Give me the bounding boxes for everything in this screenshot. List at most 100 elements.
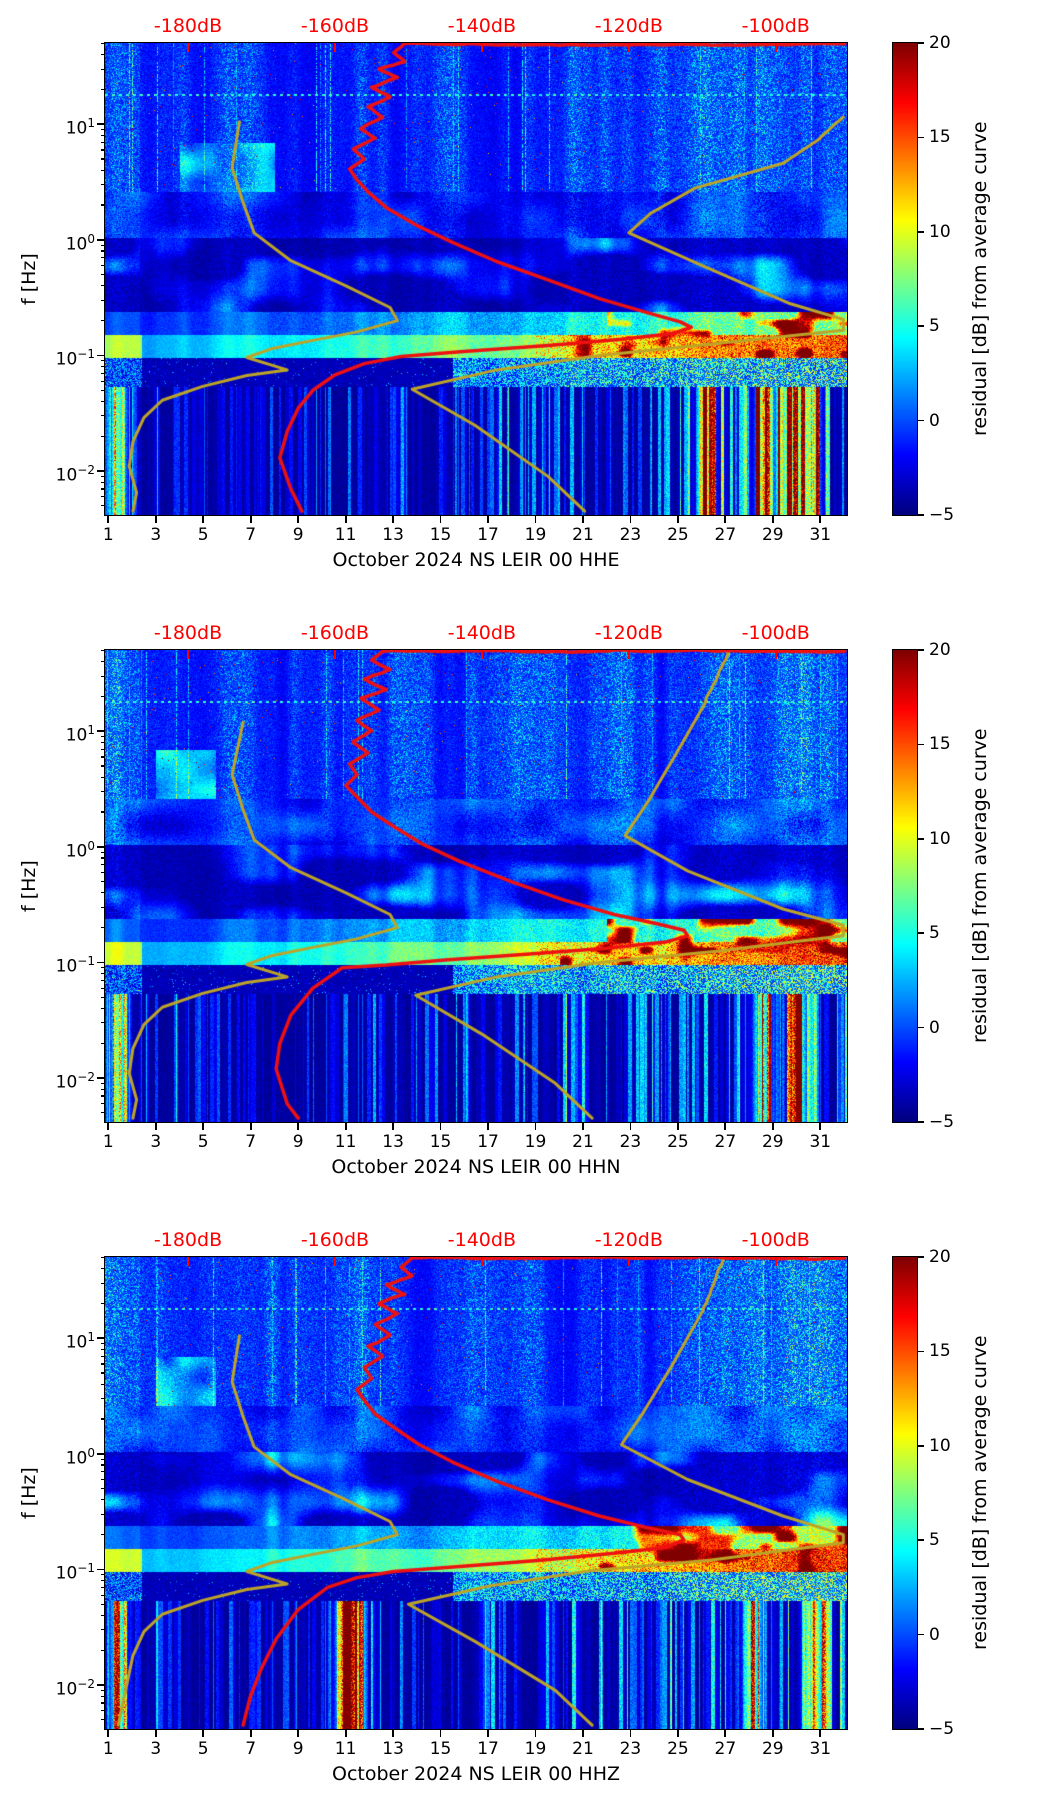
x-tick [582, 1729, 584, 1737]
y-tick-label-base: 10 [55, 957, 78, 978]
x-tick [676, 1122, 679, 1130]
y-tick-label: 10−2 [45, 1674, 95, 1700]
colorbar-tick-label: 15 [929, 127, 951, 148]
y-minor-tick [100, 1464, 105, 1466]
x-tick [629, 1729, 632, 1737]
x-tick-label: 3 [150, 1132, 162, 1152]
x-tick [582, 1122, 584, 1130]
colorbar-canvas [893, 1257, 917, 1729]
y-major-tick [97, 1337, 105, 1340]
y-minor-tick [100, 505, 105, 507]
y-minor-tick [100, 1534, 105, 1536]
y-minor-tick [100, 244, 105, 246]
y-tick-label: 10−2 [45, 1067, 95, 1093]
top-db-tick [333, 650, 337, 659]
y-major-tick [97, 961, 105, 964]
y-minor-tick [100, 1007, 105, 1010]
top-db-label: -160dB [300, 622, 370, 644]
x-tick [202, 515, 205, 523]
colorbar-tick-label: 10 [929, 1435, 951, 1456]
y-minor-tick [100, 1499, 105, 1501]
x-tick [629, 1122, 632, 1130]
x-tick [534, 1122, 537, 1130]
x-tick-label: 11 [334, 1739, 357, 1759]
x-tick-label: 23 [619, 1739, 642, 1759]
y-minor-tick [100, 1398, 105, 1400]
x-tick-label: 11 [334, 1132, 357, 1152]
y-minor-tick [100, 1082, 105, 1084]
x-tick-label: 5 [197, 1132, 209, 1152]
y-tick-label-exp: −2 [77, 463, 95, 478]
x-tick [154, 515, 157, 523]
y-major-tick [97, 1077, 105, 1079]
x-tick [629, 515, 632, 523]
y-minor-tick [100, 475, 105, 477]
y-minor-tick [100, 1580, 105, 1582]
y-minor-tick [100, 1603, 105, 1605]
top-db-tick [627, 43, 631, 52]
y-minor-tick [100, 735, 105, 738]
x-tick [392, 1729, 394, 1737]
y-minor-tick [100, 906, 105, 908]
y-minor-tick [100, 1042, 105, 1044]
colorbar-tick [917, 136, 924, 139]
x-tick-label: 21 [572, 1739, 594, 1759]
y-minor-tick [100, 996, 105, 998]
y-minor-tick [100, 1586, 105, 1588]
top-db-label: -180dB [153, 1229, 223, 1251]
y-minor-tick [100, 274, 105, 276]
y-minor-tick [100, 1348, 105, 1351]
colorbar-tick [917, 514, 924, 516]
x-tick [107, 1122, 110, 1130]
y-minor-tick [100, 1458, 105, 1460]
y-minor-tick [100, 1372, 105, 1374]
y-minor-tick [100, 1256, 105, 1259]
colorbar-tick [917, 649, 924, 651]
colorbar-label: residual [dB] from average curve [969, 1335, 991, 1651]
colorbar-tick [917, 1121, 924, 1123]
y-tick-label-base: 10 [65, 234, 88, 255]
y-minor-tick [100, 1095, 105, 1097]
x-tick-label: 1 [102, 1739, 114, 1759]
colorbar-tick [917, 1539, 924, 1541]
top-db-tick [186, 1257, 190, 1266]
colorbar-tick-label: 5 [929, 923, 940, 944]
x-tick-label: 23 [619, 525, 642, 545]
y-major-tick [97, 1684, 105, 1686]
colorbar-tick [917, 1350, 924, 1353]
x-tick-label: 3 [150, 525, 162, 545]
top-db-tick [333, 1257, 337, 1266]
x-tick [487, 1729, 489, 1737]
y-tick-label-base: 10 [55, 1679, 78, 1700]
x-tick [439, 515, 442, 523]
colorbar-tick-label: 0 [929, 1624, 940, 1645]
x-tick-label: 27 [714, 525, 737, 545]
y-minor-tick [100, 864, 105, 866]
x-tick [392, 515, 394, 523]
y-tick-label-base: 10 [55, 350, 78, 371]
x-tick [582, 515, 584, 523]
y-minor-tick [100, 88, 105, 91]
top-db-label: -160dB [300, 1229, 370, 1251]
top-db-tick [186, 650, 190, 659]
x-tick [819, 1122, 822, 1130]
colorbar-tick [917, 42, 924, 44]
y-minor-tick [100, 881, 105, 883]
y-minor-tick [100, 68, 105, 70]
x-tick [202, 1122, 205, 1130]
y-minor-tick [100, 158, 105, 160]
panel-title: October 2024 NS LEIR 00 HHZ [331, 1763, 621, 1785]
y-major-tick [97, 1568, 105, 1571]
top-db-label: -100dB [741, 15, 810, 37]
y-minor-tick [100, 649, 105, 652]
y-minor-tick [100, 811, 105, 813]
y-minor-tick [100, 1702, 105, 1704]
top-db-label: -160dB [300, 15, 370, 37]
x-tick [676, 515, 679, 523]
y-minor-tick [100, 496, 105, 498]
y-minor-tick [100, 675, 105, 677]
y-minor-tick [100, 134, 105, 137]
x-tick-label: 11 [334, 525, 357, 545]
y-minor-tick [100, 169, 105, 171]
x-tick-label: 13 [382, 525, 404, 545]
